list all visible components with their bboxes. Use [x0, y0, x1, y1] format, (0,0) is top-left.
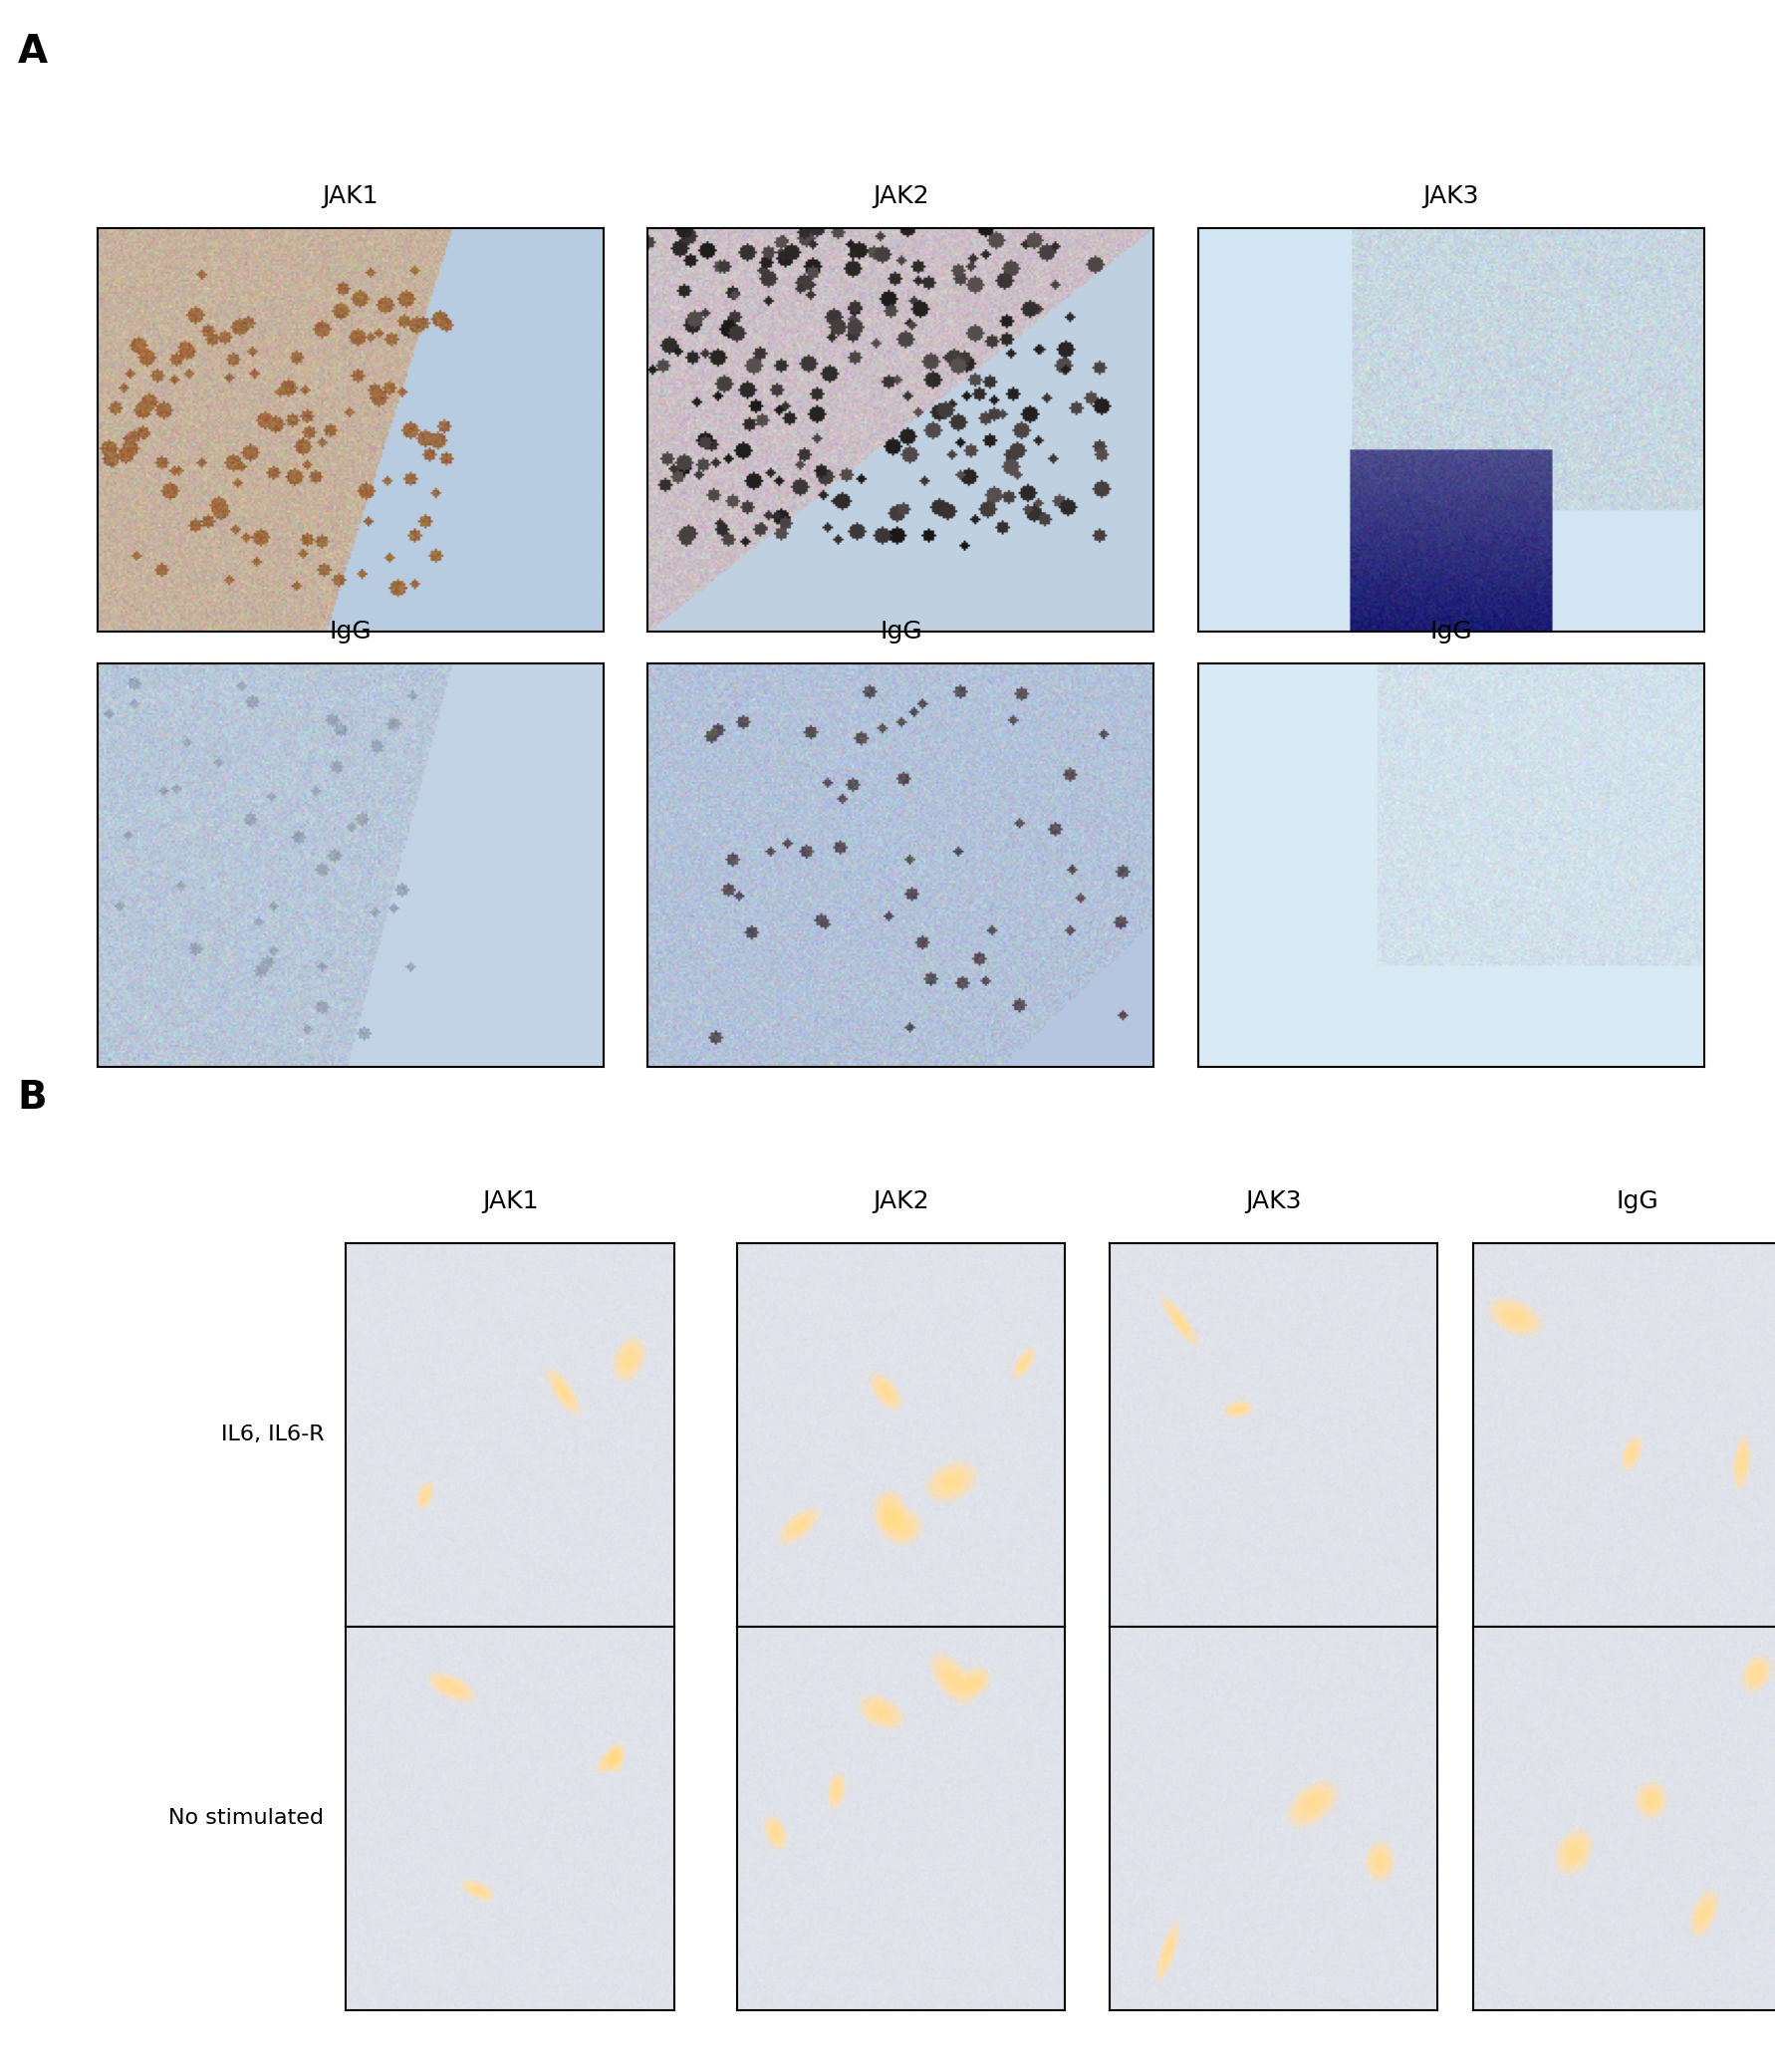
Text: JAK1: JAK1 [323, 184, 378, 207]
Text: No stimulated: No stimulated [169, 1809, 323, 1828]
Text: JAK2: JAK2 [873, 184, 928, 207]
Text: JAK3: JAK3 [1424, 184, 1479, 207]
Text: JAK2: JAK2 [873, 1189, 928, 1212]
Text: IgG: IgG [1617, 1189, 1658, 1212]
Text: IgG: IgG [1431, 620, 1471, 642]
Text: B: B [18, 1080, 48, 1117]
Text: IgG: IgG [880, 620, 921, 642]
Text: A: A [18, 33, 48, 70]
Text: IgG: IgG [330, 620, 371, 642]
Text: JAK3: JAK3 [1246, 1189, 1301, 1212]
Text: IL6, IL6-R: IL6, IL6-R [220, 1426, 323, 1444]
Text: JAK1: JAK1 [483, 1189, 538, 1212]
